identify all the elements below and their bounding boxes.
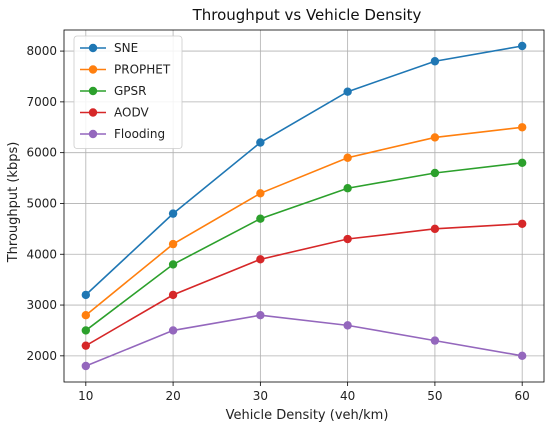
legend-label: PROPHET: [114, 63, 171, 77]
legend-label: GPSR: [114, 84, 147, 98]
x-tick-label: 30: [253, 389, 268, 403]
data-point: [81, 290, 91, 300]
data-point: [168, 326, 178, 335]
data-point: [168, 239, 178, 249]
data-point: [256, 138, 265, 147]
data-point: [517, 41, 527, 51]
series-prophet: [81, 123, 527, 320]
series-line: [85, 45, 523, 296]
legend-marker: [88, 108, 98, 117]
series-line: [85, 126, 523, 316]
data-point: [430, 224, 440, 234]
y-tick-label: 6000: [26, 146, 57, 160]
data-point: [343, 87, 352, 96]
data-point: [517, 351, 527, 361]
legend-marker: [88, 129, 98, 139]
data-point: [81, 361, 91, 371]
series-line: [85, 162, 523, 332]
legend-marker: [88, 43, 98, 53]
data-point: [343, 321, 352, 330]
data-point: [343, 153, 352, 162]
data-point: [81, 326, 91, 335]
y-tick-label: 5000: [26, 196, 57, 210]
legend-box: [73, 35, 183, 149]
data-point: [430, 133, 440, 142]
data-point: [343, 184, 352, 193]
y-tick-label: 3000: [26, 298, 57, 312]
data-point: [517, 158, 527, 168]
data-point: [81, 341, 91, 350]
data-point: [256, 311, 265, 320]
data-point: [517, 219, 527, 228]
x-tick-label: 10: [78, 389, 93, 403]
series-line: [85, 314, 523, 367]
series-line: [85, 222, 523, 347]
data-point: [256, 214, 265, 223]
y-axis-label: Throughput (kbps): [6, 142, 21, 264]
legend-label: Flooding: [114, 127, 165, 141]
x-axis-label: Vehicle Density (veh/km): [226, 408, 389, 423]
series-flooding: [81, 311, 527, 371]
chart-title: Throughput vs Vehicle Density: [192, 6, 422, 24]
data-point: [168, 260, 178, 269]
x-tick-label: 40: [340, 389, 355, 403]
legend: SNE PROPHET GPSR AODV Flooding: [73, 35, 183, 149]
data-point: [430, 336, 440, 345]
y-tick-label: 8000: [26, 44, 57, 58]
plot-frame: [63, 29, 545, 383]
legend-label: AODV: [114, 106, 149, 120]
data-point: [168, 290, 178, 300]
data-point: [343, 234, 352, 244]
y-tick-label: 4000: [26, 247, 57, 261]
y-tick-label: 2000: [26, 349, 57, 363]
series-gpsr: [81, 158, 527, 335]
x-tick-label: 20: [165, 389, 180, 403]
data-point: [517, 123, 527, 132]
y-tick-label: 7000: [26, 95, 57, 109]
data-point: [430, 57, 440, 66]
legend-marker: [88, 65, 98, 74]
data-point: [256, 255, 265, 264]
data-point: [168, 209, 178, 218]
x-tick-label: 50: [427, 389, 442, 403]
x-tick-label: 60: [515, 389, 530, 403]
series-sne: [81, 41, 527, 300]
legend-marker: [88, 86, 98, 96]
data-point: [430, 168, 440, 178]
series-aodv: [81, 219, 527, 350]
legend-label: SNE: [114, 41, 138, 55]
data-point: [81, 311, 91, 320]
axis-ticks: 10 20 30 40 50 60 2000 3000 4000 5000 6000 7000 8000: [26, 44, 529, 403]
data-point: [256, 189, 265, 198]
